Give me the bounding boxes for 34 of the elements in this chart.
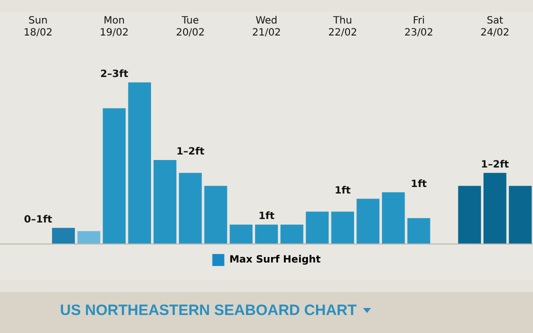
annotation: 1ft: [410, 178, 428, 190]
bar: [382, 192, 405, 244]
bar: [280, 224, 304, 244]
bar: [178, 172, 202, 244]
bar: [204, 186, 228, 244]
annotation: 1–2ft: [480, 159, 510, 170]
annotation: 1–2ft: [176, 146, 205, 158]
bar: [255, 224, 278, 244]
text: 2–3ft: [100, 68, 128, 80]
bar: [230, 224, 253, 244]
text: US NORTHEASTERN SEABOARD CHART: [60, 302, 357, 319]
x-tick-label: Sat 24/02: [480, 16, 510, 39]
bar: [306, 212, 329, 244]
x-tick-label: Thu 22/02: [328, 16, 358, 39]
legend-label: Max Surf Height: [229, 254, 321, 266]
bar: [407, 218, 430, 244]
bar: [128, 82, 152, 244]
bar: [154, 160, 176, 244]
annotation: 0–1ft: [24, 214, 52, 226]
bar: [52, 228, 75, 244]
annotation: 1ft: [334, 185, 351, 196]
x-tick-label: Fri 23/02: [404, 16, 434, 39]
x-tick-label: Wed 21/02: [252, 16, 281, 39]
annotation: 1ft: [258, 211, 275, 222]
x-tick-label: Tue 20/02: [176, 16, 205, 39]
bar: [484, 172, 506, 244]
bar: [458, 186, 481, 244]
x-tick-label: Mon 19/02: [100, 16, 129, 39]
bar: [356, 198, 380, 244]
bar: [508, 186, 532, 244]
x-tick-label: Sun 18/02: [24, 16, 52, 39]
bar: [77, 231, 100, 244]
bar: [331, 212, 354, 244]
bar: [102, 108, 126, 244]
